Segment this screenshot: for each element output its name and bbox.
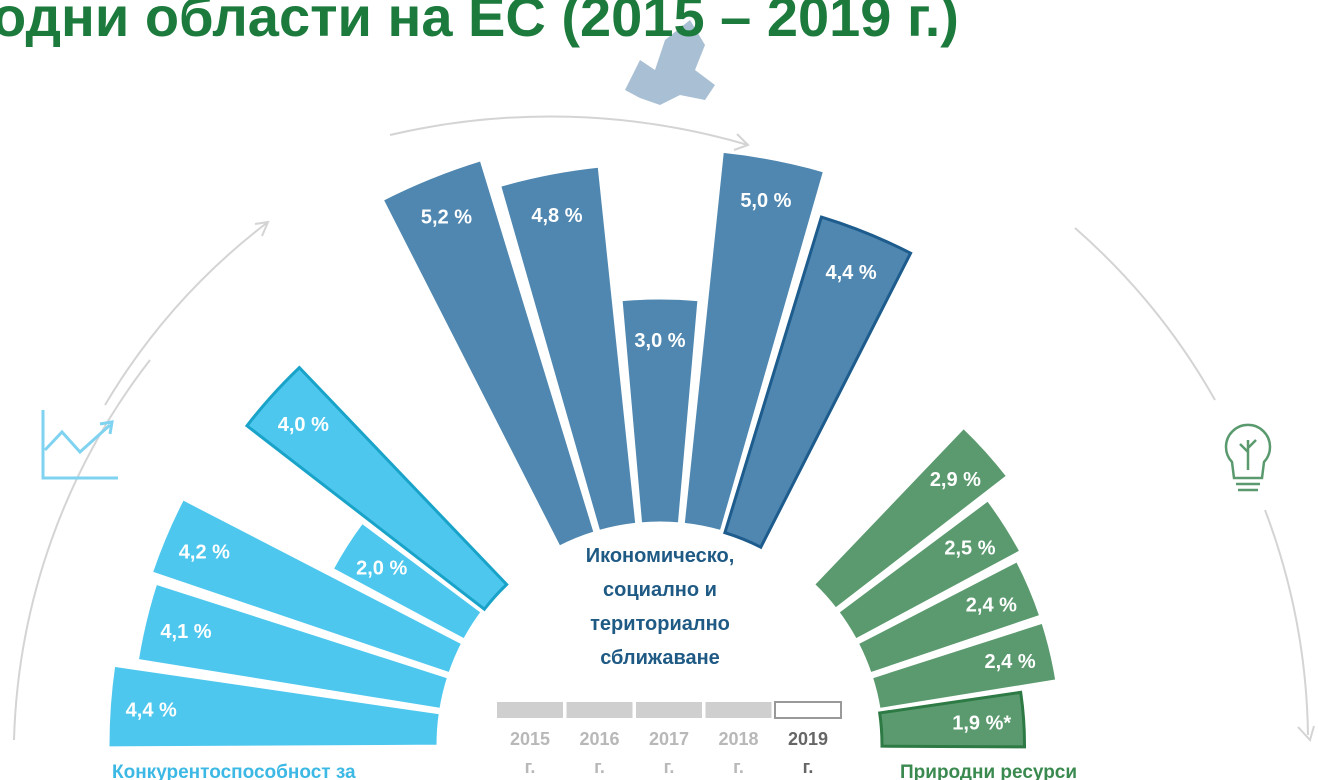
group-label: Природни ресурси	[900, 762, 1077, 780]
value-label: 2,4 %	[984, 651, 1035, 673]
decor-arc	[1264, 509, 1309, 736]
group-label: Конкурентоспособност за	[112, 762, 356, 780]
group-label: сближаване	[600, 647, 720, 669]
value-label: 4,4 %	[825, 262, 876, 284]
bar	[877, 690, 1026, 749]
bar	[244, 365, 509, 612]
value-label: 5,2 %	[421, 207, 472, 229]
bar	[855, 558, 1043, 676]
value-label: 2,9 %	[930, 469, 981, 491]
value-label: 4,8 %	[531, 205, 582, 227]
bar	[619, 296, 701, 526]
value-label: 1,9 %*	[952, 713, 1011, 735]
legend-label: 2017 г.	[649, 729, 689, 777]
bar	[135, 581, 451, 712]
legend-label: 2016 г.	[579, 729, 619, 777]
bar	[811, 425, 1010, 612]
legend-swatch	[705, 702, 772, 718]
bar	[869, 620, 1059, 712]
value-label: 2,5 %	[944, 538, 995, 560]
value-label: 4,4 %	[126, 699, 177, 721]
legend-swatch	[566, 702, 633, 718]
decor-arrow	[254, 220, 270, 237]
group-label: териториално	[590, 613, 730, 635]
bar	[497, 164, 639, 534]
bar	[380, 157, 597, 550]
chart-title: одни области на ЕС (2015 – 2019 г.)	[0, 0, 959, 48]
bar	[149, 496, 465, 676]
decor-arc	[1074, 227, 1216, 401]
bar	[835, 497, 1023, 643]
eu-map-icon	[625, 20, 715, 105]
growth-icon	[41, 410, 118, 480]
legend-label: 2015 г.	[510, 729, 550, 777]
group-label: Икономическо,	[586, 545, 735, 567]
decor-arrow	[1297, 725, 1315, 742]
bulb-icon	[1224, 423, 1272, 492]
value-label: 3,0 %	[634, 330, 685, 352]
bar	[723, 215, 913, 550]
bar	[106, 663, 443, 750]
group-label: социално и	[603, 579, 717, 601]
decor-arc	[13, 359, 151, 741]
decor-arrow	[733, 133, 750, 151]
legend-swatch	[636, 702, 702, 718]
bar	[330, 520, 485, 643]
value-label: 4,2 %	[179, 542, 230, 564]
value-label: 2,4 %	[966, 594, 1017, 616]
value-label: 2,0 %	[356, 558, 407, 580]
legend-swatch	[774, 701, 842, 719]
legend-label: 2019 г.	[788, 729, 828, 777]
value-label: 5,0 %	[740, 190, 791, 212]
decor-arc	[104, 221, 269, 406]
legend-label: 2018 г.	[718, 729, 758, 777]
bar	[681, 149, 827, 534]
value-label: 4,1 %	[160, 621, 211, 643]
value-label: 4,0 %	[278, 414, 329, 436]
decor-arc	[389, 115, 749, 146]
legend-swatch	[497, 702, 563, 718]
